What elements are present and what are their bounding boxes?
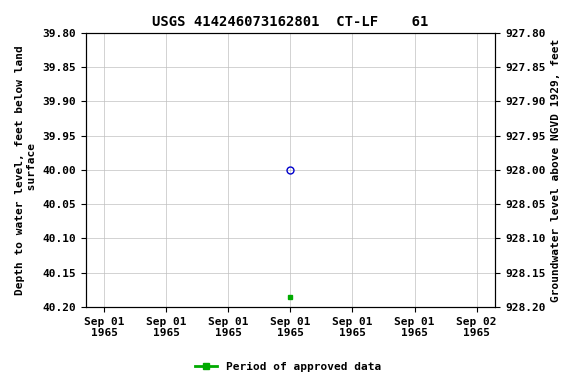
Title: USGS 414246073162801  CT-LF    61: USGS 414246073162801 CT-LF 61 [152, 15, 429, 29]
Y-axis label: Groundwater level above NGVD 1929, feet: Groundwater level above NGVD 1929, feet [551, 38, 561, 301]
Legend: Period of approved data: Period of approved data [191, 358, 385, 377]
Y-axis label: Depth to water level, feet below land
 surface: Depth to water level, feet below land su… [15, 45, 37, 295]
